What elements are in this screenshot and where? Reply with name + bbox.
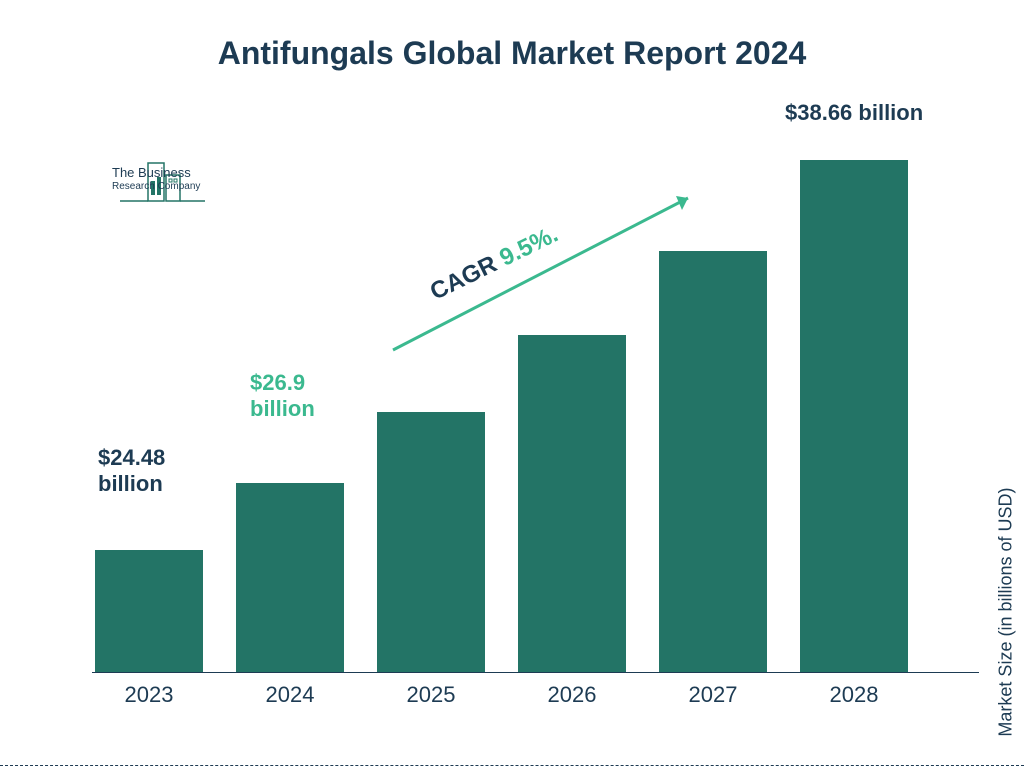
cagr-trend-arrow [388,170,708,370]
bar-2028 [800,160,908,673]
bar-2026 [518,335,626,673]
x-tick-2025: 2025 [377,682,485,708]
x-tick-2026: 2026 [518,682,626,708]
bar-2024 [236,483,344,673]
value-label-1: $26.9billion [250,370,315,423]
bar-2023 [95,550,203,673]
chart-title: Antifungals Global Market Report 2024 [0,35,1024,72]
x-tick-2027: 2027 [659,682,767,708]
bottom-dashed-divider [0,765,1024,766]
x-tick-2024: 2024 [236,682,344,708]
y-axis-label: Market Size (in billions of USD) [996,488,1017,737]
value-label-0: $24.48billion [98,445,165,498]
x-tick-2028: 2028 [800,682,908,708]
value-label-2: $38.66 billion [785,100,923,126]
chart-baseline [92,672,979,673]
x-tick-2023: 2023 [95,682,203,708]
bar-2025 [377,412,485,673]
